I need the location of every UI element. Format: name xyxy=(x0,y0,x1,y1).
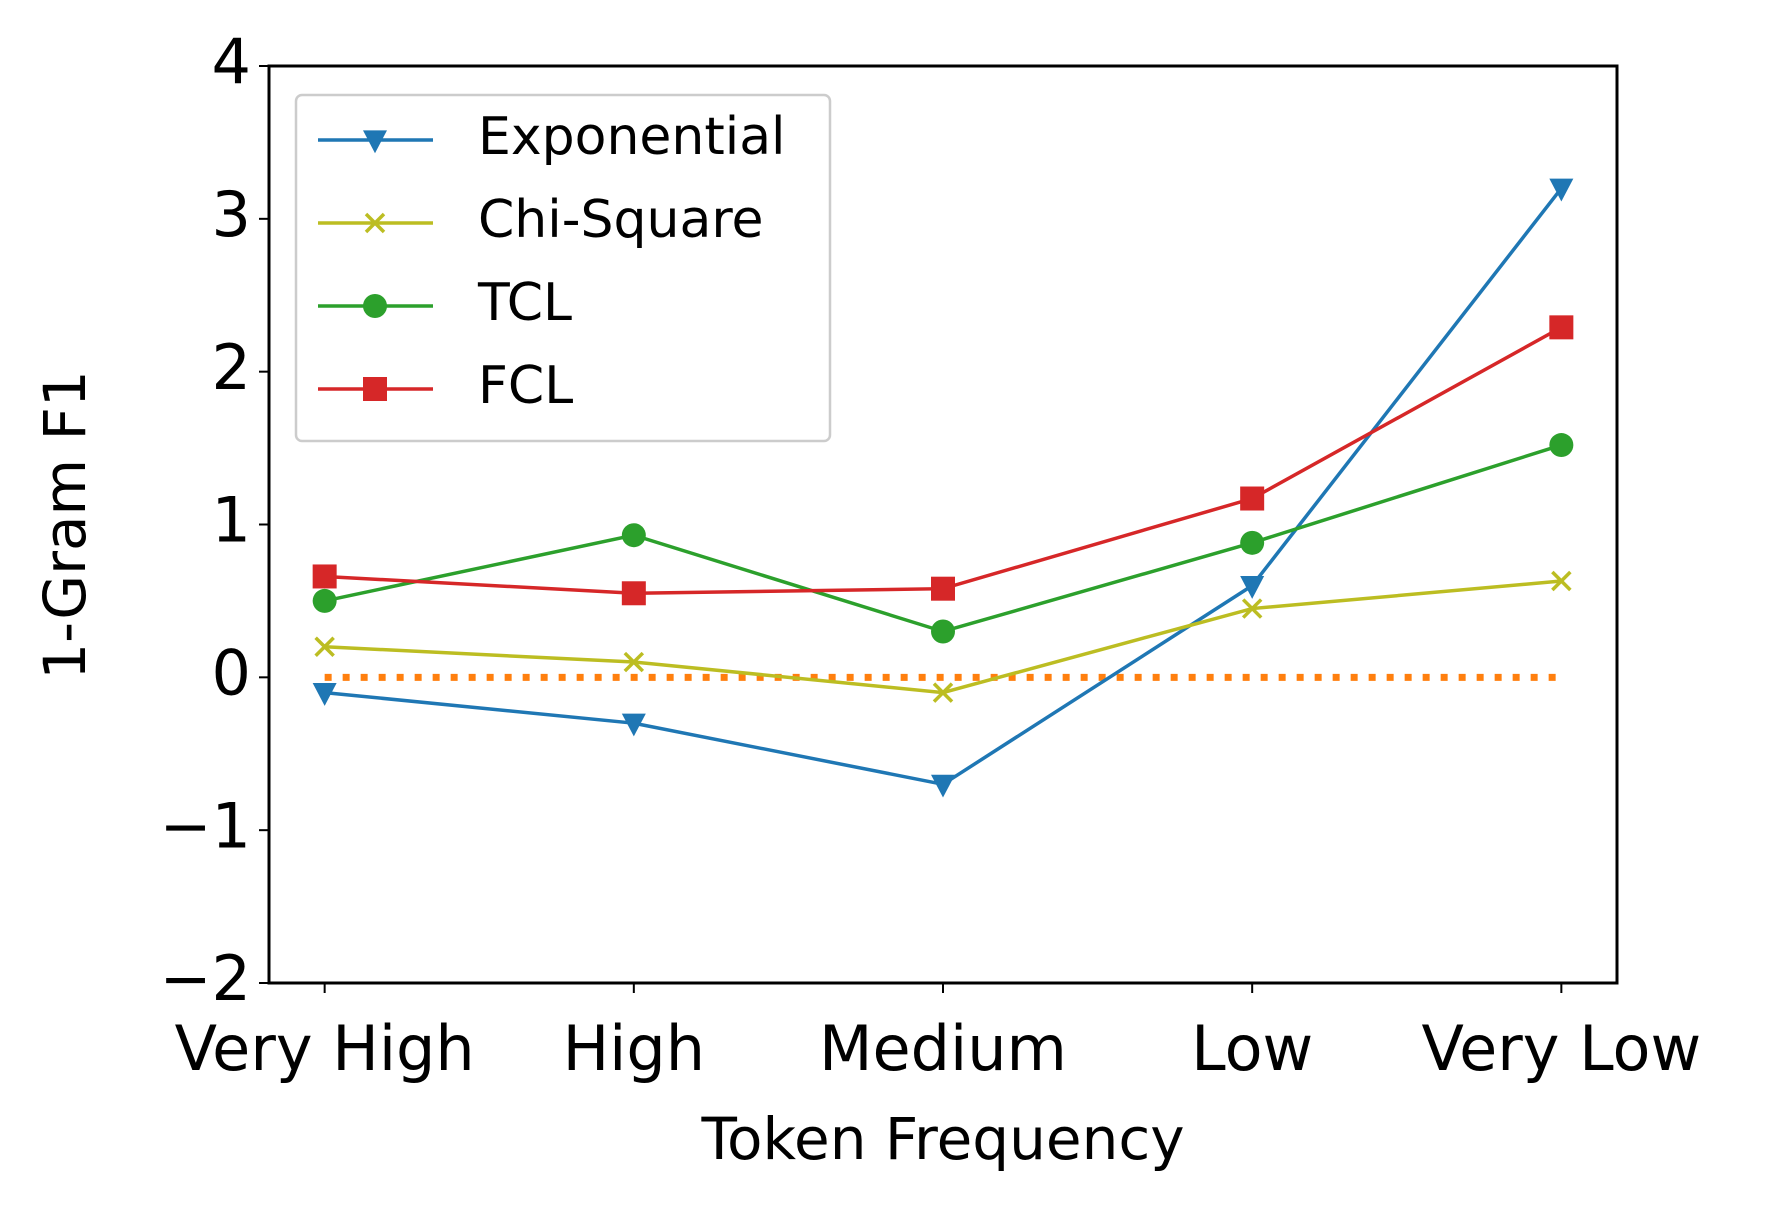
y-tick-label: 3 xyxy=(212,178,251,251)
y-tick-label: 1 xyxy=(212,484,251,557)
marker xyxy=(1240,576,1265,599)
marker xyxy=(621,713,646,737)
marker xyxy=(312,683,337,706)
marker xyxy=(1549,315,1574,340)
legend-text: TCL xyxy=(477,273,572,333)
marker xyxy=(363,130,387,154)
marker xyxy=(931,619,955,644)
plot-frame xyxy=(267,64,1619,985)
y-tick-label: 2 xyxy=(212,331,251,404)
legend-text: FCL xyxy=(478,356,573,416)
x-tick-label: Medium xyxy=(819,1012,1067,1085)
marker xyxy=(1241,598,1263,619)
marker xyxy=(1240,530,1265,555)
marker xyxy=(364,212,386,234)
marker xyxy=(1549,433,1574,458)
marker xyxy=(312,588,337,613)
x-tick-label: High xyxy=(563,1012,706,1085)
y-tick-label: 4 xyxy=(212,25,251,98)
legend-box xyxy=(294,93,832,443)
marker xyxy=(1551,570,1572,592)
marker xyxy=(363,294,387,318)
marker xyxy=(1549,178,1574,202)
y-axis-label: 1-Gram F1 xyxy=(31,370,99,679)
x-axis-label: Token Frequency xyxy=(700,1105,1184,1173)
x-tick-label: Low xyxy=(1191,1012,1313,1085)
x-tick-label: Very Low xyxy=(1421,1012,1701,1085)
legend-text: Chi-Square xyxy=(478,190,764,250)
marker xyxy=(931,774,955,798)
marker xyxy=(621,581,646,606)
y-tick-label: −1 xyxy=(160,789,251,862)
marker xyxy=(931,576,955,601)
marker xyxy=(363,377,387,401)
marker xyxy=(932,682,954,703)
legend-text: Exponential xyxy=(478,107,786,167)
x-tick-label: Very High xyxy=(175,1012,475,1085)
marker xyxy=(1240,486,1265,511)
marker xyxy=(314,636,335,658)
marker xyxy=(312,564,337,589)
y-tick-label: −2 xyxy=(160,942,251,1015)
y-tick-label: 0 xyxy=(212,636,251,709)
marker xyxy=(621,523,646,548)
series-line xyxy=(324,443,1562,634)
marker xyxy=(623,651,645,673)
